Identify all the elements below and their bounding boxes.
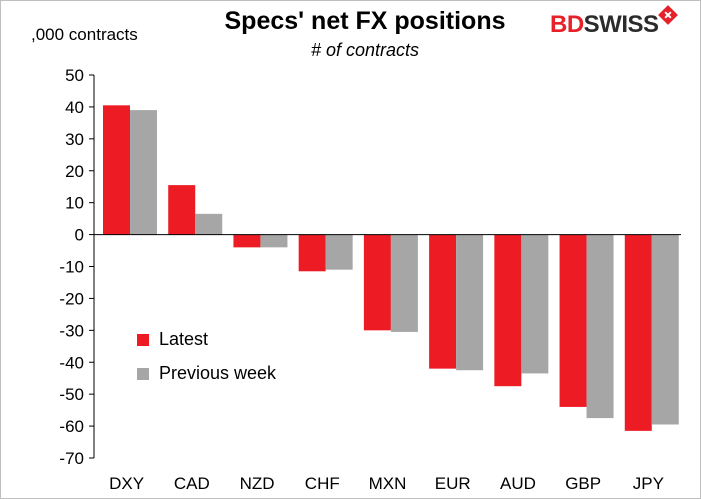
x-category-label: CAD xyxy=(174,474,210,493)
bar-previous-week-dxy xyxy=(130,110,157,235)
y-tick-label: 40 xyxy=(65,98,84,117)
x-category-label: NZD xyxy=(240,474,275,493)
y-tick-label: -30 xyxy=(59,321,84,340)
bar-previous-week-chf xyxy=(325,234,353,270)
y-tick-label: -70 xyxy=(59,449,84,468)
bar-latest-chf xyxy=(298,234,326,272)
legend-item-latest: Latest xyxy=(137,329,208,350)
legend-label-latest: Latest xyxy=(159,329,209,349)
logo-text-swiss: SWISS xyxy=(583,11,659,38)
bar-previous-week-gbp xyxy=(586,234,614,419)
y-axis-unit-label: ,000 contracts xyxy=(31,25,138,44)
bar-previous-week-aud xyxy=(521,234,549,374)
bar-previous-week-eur xyxy=(456,234,484,371)
x-category-label: DXY xyxy=(109,474,144,493)
chart-title: Specs' net FX positions xyxy=(224,7,506,35)
legend-item-previous-week: Previous week xyxy=(137,363,276,384)
bar-previous-week-jpy xyxy=(651,234,679,425)
x-category-label: GBP xyxy=(565,474,601,493)
y-tick-label: -10 xyxy=(59,258,84,277)
y-tick-label: -40 xyxy=(59,353,84,372)
bar-latest-aud xyxy=(494,234,522,387)
bar-latest-gbp xyxy=(559,234,587,407)
legend-label-previous-week: Previous week xyxy=(159,363,277,383)
y-tick-label: 50 xyxy=(65,66,84,85)
y-tick-label: -60 xyxy=(59,417,84,436)
bar-latest-eur xyxy=(429,234,457,369)
bar-latest-cad xyxy=(168,185,196,235)
bar-latest-dxy xyxy=(103,105,130,235)
bar-latest-nzd xyxy=(233,234,261,248)
x-category-label: EUR xyxy=(435,474,471,493)
bar-previous-week-cad xyxy=(195,213,223,235)
bar-latest-jpy xyxy=(624,234,652,431)
y-tick-label: 30 xyxy=(65,130,84,149)
logo-text-bd: BD xyxy=(550,11,584,38)
y-tick-label: 0 xyxy=(75,226,84,245)
legend-swatch-latest xyxy=(137,333,149,346)
x-category-label: AUD xyxy=(500,474,536,493)
x-category-label: CHF xyxy=(305,474,340,493)
chart-subtitle: # of contracts xyxy=(310,40,420,60)
bar-previous-week-mxn xyxy=(390,234,418,332)
bar-latest-mxn xyxy=(363,234,391,331)
bar-previous-week-nzd xyxy=(260,234,288,248)
x-category-label: MXN xyxy=(369,474,407,493)
bdswiss-logo: BDSWISS xyxy=(550,5,678,39)
y-tick-label: -50 xyxy=(59,385,84,404)
y-tick-label: -20 xyxy=(59,289,84,308)
y-tick-label: 10 xyxy=(65,194,84,213)
legend-swatch-previous-week xyxy=(137,367,149,380)
x-category-label: JPY xyxy=(633,474,664,493)
y-tick-label: 20 xyxy=(65,162,84,181)
